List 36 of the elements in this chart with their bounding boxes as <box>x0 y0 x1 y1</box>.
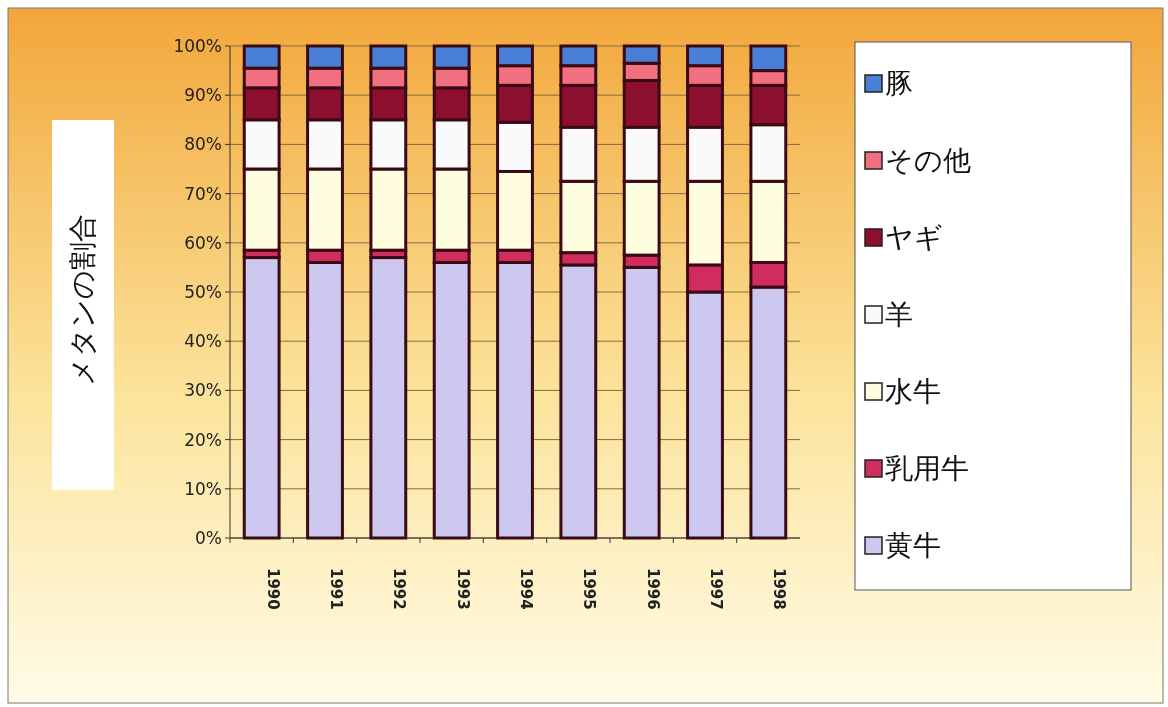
x-tick-label: 1996 <box>643 568 662 610</box>
x-tick-label: 1994 <box>517 568 535 610</box>
legend-item: その他 <box>864 144 971 177</box>
bar <box>242 256 281 540</box>
y-tick-label: 70% <box>184 183 222 204</box>
y-tick-label: 50% <box>184 282 222 302</box>
legend-label: 乳用牛 <box>885 452 969 485</box>
legend-item: 黄牛 <box>864 529 941 562</box>
legend-label: その他 <box>885 144 971 177</box>
y-tick-label: 40% <box>184 331 222 352</box>
y-tick-label: 30% <box>184 380 222 401</box>
x-tick-label: 1991 <box>327 568 345 610</box>
legend-item: 乳用牛 <box>864 452 969 485</box>
y-tick-label: 20% <box>184 429 222 450</box>
legend-label: ヤギ <box>885 221 943 254</box>
x-tick-label: 1995 <box>580 568 599 610</box>
legend-item: 豚 <box>864 67 913 100</box>
legend-label: 羊 <box>885 298 913 331</box>
x-tick-label: 1997 <box>707 568 725 610</box>
y-tick-label: 10% <box>184 478 222 499</box>
legend-item: ヤギ <box>864 221 943 254</box>
y-tick-label: 90% <box>184 85 222 106</box>
x-tick-label: 1992 <box>390 568 409 610</box>
legend-label: 水牛 <box>885 375 941 408</box>
legend-item: 水牛 <box>864 375 941 408</box>
legend-label: 豚 <box>885 67 913 100</box>
y-tick-label: 0% <box>195 528 222 548</box>
y-tick-label: 80% <box>184 134 222 155</box>
x-tick-label: 1993 <box>453 568 472 610</box>
y-axis-title: メタンの割合 <box>66 214 99 386</box>
x-tick-label: 1990 <box>263 568 282 610</box>
legend-item: 羊 <box>864 298 913 331</box>
bar <box>369 256 408 540</box>
y-tick-label: 60% <box>184 232 222 253</box>
y-tick-label: 100% <box>173 36 222 56</box>
x-tick-label: 1998 <box>770 568 789 610</box>
